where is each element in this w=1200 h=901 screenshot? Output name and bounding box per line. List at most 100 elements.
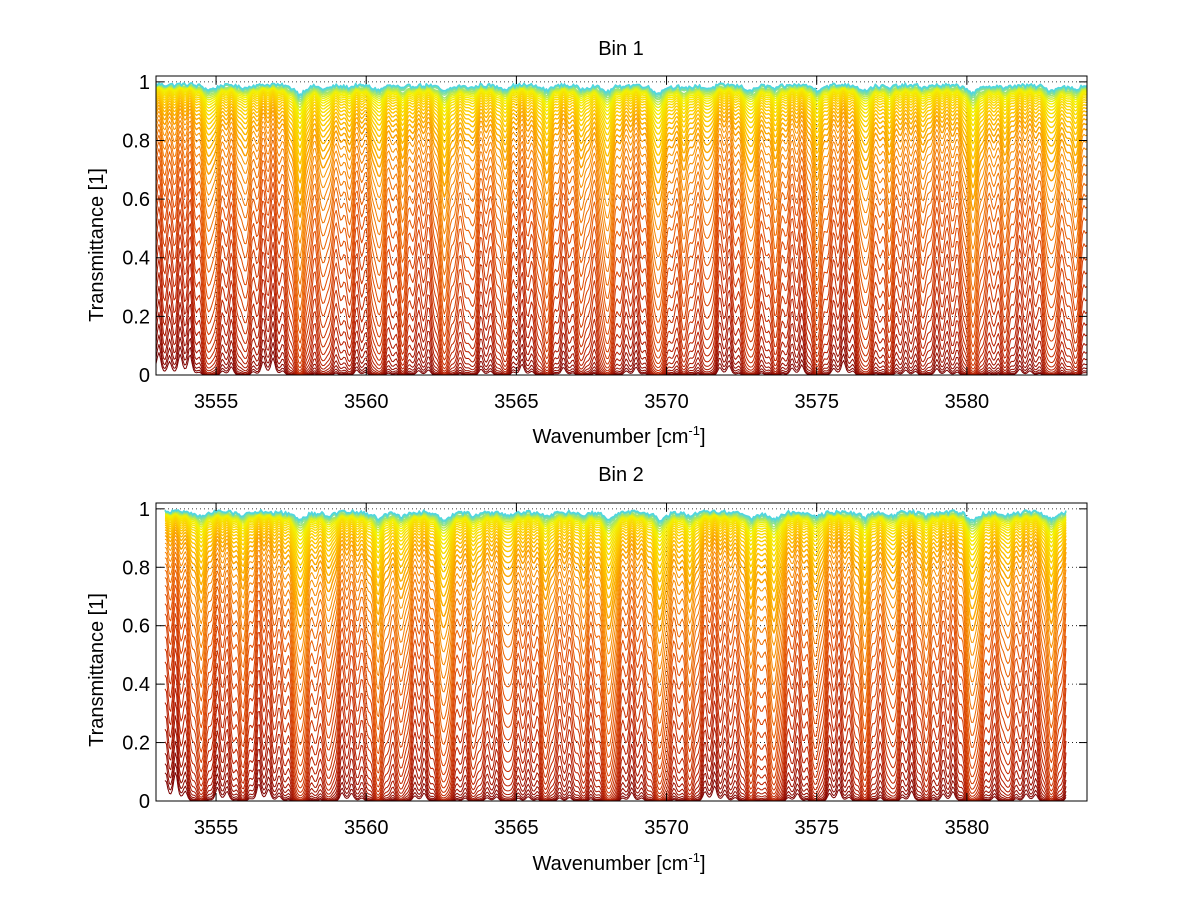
series-line: [156, 89, 1087, 135]
x-tick-label: 3560: [344, 817, 389, 839]
x-tick-label: 3575: [794, 391, 839, 413]
series-line: [156, 334, 1087, 375]
series-line: [156, 194, 1087, 365]
series-line: [156, 82, 1087, 97]
series-line: [156, 148, 1087, 323]
series-line: [156, 88, 1087, 130]
panel-title: Bin 2: [598, 464, 644, 486]
y-tick-label: 1: [139, 72, 150, 94]
axes-frame: [155, 75, 1088, 376]
series-line: [156, 118, 1087, 258]
y-tick-label: 0.6: [122, 616, 150, 638]
axis-ticks: 3555 3560 3565 3570 3575 3580 0 0.2 0.4 0.6 0.8 1: [122, 72, 1087, 413]
series-group: [156, 82, 1087, 375]
series-line: [156, 99, 1087, 184]
y-tick-label: 0.2: [122, 733, 150, 755]
series-line: [164, 613, 1067, 786]
series-line: [164, 542, 1067, 672]
x-tick-label: 3570: [644, 817, 689, 839]
series-line: [164, 515, 1067, 557]
series-line: [164, 512, 1067, 539]
series-line: [164, 701, 1067, 801]
series-line: [164, 511, 1067, 533]
y-axis-label: Transmittance [1]: [86, 593, 108, 747]
x-axis-label: Wavenumber [cm-1]: [532, 423, 705, 448]
series-line: [156, 141, 1087, 311]
axis-ticks: 3555 3560 3565 3570 3575 3580 0 0.2 0.4 0.6 0.8 1: [122, 499, 1087, 839]
series-line: [156, 128, 1087, 285]
series-line: [164, 562, 1067, 726]
y-tick-label: 0.4: [122, 674, 150, 696]
y-tick-label: 0.6: [122, 189, 150, 211]
y-tick-label: 0.2: [122, 306, 150, 328]
series-line: [156, 173, 1087, 352]
series-line: [164, 520, 1067, 584]
panel-title: Bin 1: [598, 38, 644, 60]
series-line: [164, 728, 1067, 801]
series-line: [164, 546, 1067, 686]
x-axis-label-end: ]: [700, 426, 706, 448]
series-line: [156, 110, 1087, 231]
plot-area: [156, 503, 1087, 801]
series-line: [164, 512, 1067, 536]
series-line: [156, 101, 1087, 195]
series-line: [156, 87, 1087, 120]
x-axis-label-main: Wavenumber [cm: [532, 426, 688, 448]
series-line: [156, 104, 1087, 206]
y-tick-label: 0.8: [122, 130, 150, 152]
x-tick-label: 3555: [194, 391, 239, 413]
series-line: [164, 538, 1067, 659]
plot-area: [156, 76, 1087, 375]
series-line: [156, 206, 1087, 369]
series-line: [164, 524, 1067, 602]
series-group: [164, 508, 1067, 801]
x-axis-label-superscript: -1: [688, 850, 700, 865]
series-line: [156, 285, 1087, 375]
x-tick-label: 3580: [945, 817, 990, 839]
series-line: [164, 526, 1067, 612]
x-axis-label-main: Wavenumber [cm: [532, 853, 688, 875]
series-line: [164, 715, 1067, 801]
y-tick-label: 0: [139, 791, 150, 813]
series-line: [164, 531, 1067, 634]
series-line: [156, 97, 1087, 174]
y-axis-label: Transmittance [1]: [86, 168, 108, 322]
y-tick-label: 1: [139, 499, 150, 521]
series-line: [164, 518, 1067, 569]
series-line: [164, 515, 1067, 552]
y-tick-label: 0.8: [122, 557, 150, 579]
series-line: [164, 584, 1067, 762]
series-line: [164, 576, 1067, 751]
x-axis-label-superscript: -1: [688, 423, 700, 438]
series-line: [156, 90, 1087, 142]
x-tick-label: 3570: [644, 391, 689, 413]
series-line: [156, 258, 1087, 375]
x-tick-label: 3560: [344, 391, 389, 413]
series-line: [156, 323, 1087, 375]
y-tick-label: 0.4: [122, 248, 150, 270]
axes-frame: [155, 502, 1088, 802]
x-tick-label: 3555: [194, 817, 239, 839]
series-line: [164, 648, 1067, 798]
series-line: [164, 516, 1067, 563]
series-line: [164, 556, 1067, 713]
series-line: [156, 92, 1087, 149]
y-tick-label: 0: [139, 365, 150, 387]
panel-bin-2: Bin 2 Transmittance [1] Wavenumber [cm-1…: [86, 464, 1088, 875]
series-line: [156, 343, 1087, 375]
series-line: [164, 519, 1067, 576]
series-line: [164, 602, 1067, 779]
series-line: [156, 218, 1087, 372]
series-line: [156, 107, 1087, 218]
series-line: [164, 508, 1067, 522]
series-line: [164, 688, 1067, 801]
x-tick-label: 3580: [945, 391, 990, 413]
series-line: [164, 535, 1067, 646]
series-line: [156, 114, 1087, 244]
series-line: [156, 311, 1087, 375]
series-line: [164, 593, 1067, 771]
x-tick-label: 3575: [794, 817, 839, 839]
x-tick-label: 3565: [494, 391, 539, 413]
series-line: [164, 529, 1067, 623]
